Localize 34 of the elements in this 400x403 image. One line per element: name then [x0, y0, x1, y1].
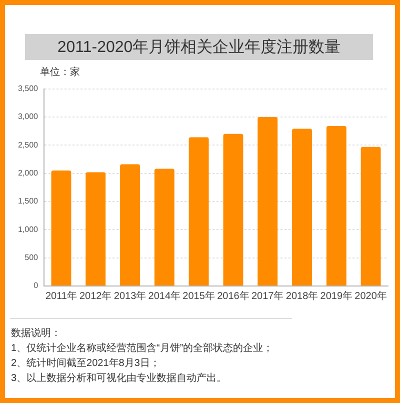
x-tick-label: 2020年 — [354, 290, 387, 302]
y-tick-label: 1,000 — [18, 224, 39, 234]
bar — [86, 172, 106, 286]
x-tick-label: 2011年 — [45, 290, 77, 302]
bar — [292, 128, 312, 286]
x-tick-label: 2018年 — [286, 290, 318, 302]
text: 1、仅统计企业名称或经营范围含“月饼”的全部状态的企业； — [11, 342, 274, 356]
x-tick-label: 2012年 — [79, 290, 112, 302]
bar — [360, 146, 381, 286]
bar — [154, 168, 174, 286]
x-tick-label: 2016年 — [217, 290, 250, 302]
bar — [223, 134, 244, 286]
bar — [120, 164, 140, 286]
bar — [326, 126, 346, 286]
y-tick-label: 3,500 — [18, 84, 39, 94]
text: 2、统计时间截至2021年8月3日； — [11, 356, 161, 371]
text: 数据说明： — [11, 327, 62, 341]
bar — [258, 116, 278, 286]
text: 3、以上数据分析和可视化由专业数据自动产出。 — [11, 372, 228, 386]
x-tick-label: 2013年 — [114, 290, 146, 302]
y-tick-label: 2,500 — [18, 140, 39, 150]
x-tick-label: 2019年 — [320, 290, 353, 302]
x-tick-label: 2015年 — [182, 290, 215, 302]
y-tick-label: 1,500 — [18, 196, 39, 206]
y-tick-label: 2,000 — [18, 168, 39, 178]
x-tick-label: 2017年 — [251, 290, 284, 302]
y-tick-label: 0 — [34, 281, 39, 290]
y-axis-title: 单位：家 — [40, 66, 80, 79]
x-tick-label: 2014年 — [148, 290, 181, 302]
bar — [188, 137, 209, 286]
y-tick-label: 500 — [24, 253, 39, 262]
y-tick-label: 3,000 — [18, 112, 39, 122]
chart-title: 2011-2020年月饼相关企业年度注册数量 — [57, 38, 341, 58]
bar — [51, 170, 72, 286]
